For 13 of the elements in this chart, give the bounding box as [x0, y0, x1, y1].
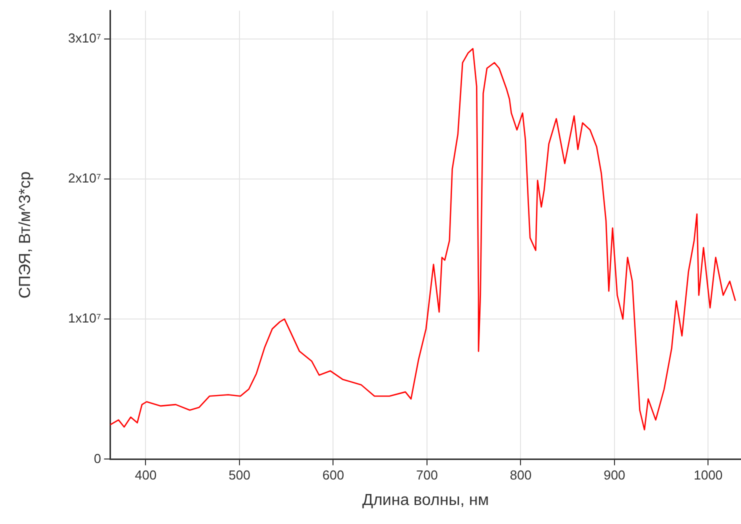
- x-tick-label: 400: [134, 468, 157, 483]
- x-axis-title: Длина волны, нм: [362, 492, 489, 509]
- y-tick-label: 3x10⁷: [68, 30, 102, 46]
- y-tick-label: 0: [94, 450, 102, 466]
- y-tick-label: 2x10⁷: [68, 170, 102, 186]
- x-tick-label: 500: [228, 468, 250, 483]
- y-tick-label: 1x10⁷: [68, 310, 102, 326]
- x-tick-label: 900: [604, 468, 626, 483]
- x-tick-label: 600: [322, 468, 344, 483]
- x-tick-label: 800: [510, 468, 532, 483]
- y-axis-title: СПЭЯ, Вт/м^3*ср: [17, 171, 34, 299]
- x-tick-label: 700: [416, 468, 438, 483]
- x-tick-label: 1000: [694, 468, 723, 483]
